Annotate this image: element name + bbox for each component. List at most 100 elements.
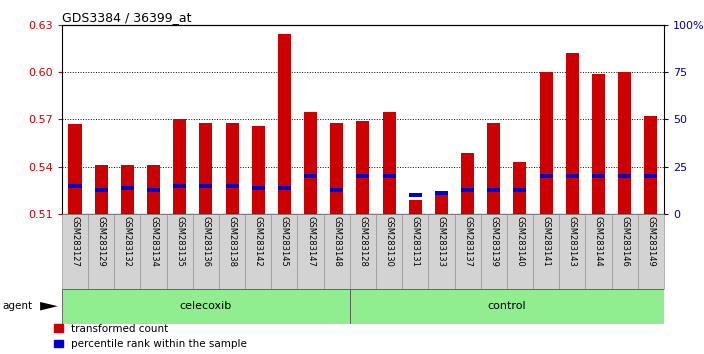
- Bar: [566, 174, 579, 178]
- Text: GSM283129: GSM283129: [96, 216, 106, 267]
- Bar: [68, 184, 82, 188]
- Bar: [428, 214, 455, 289]
- Bar: [324, 214, 350, 289]
- Text: GSM283142: GSM283142: [253, 216, 263, 267]
- Bar: [382, 112, 396, 214]
- Bar: [644, 116, 658, 214]
- Bar: [592, 74, 605, 214]
- Bar: [461, 188, 474, 192]
- Bar: [618, 174, 631, 178]
- Bar: [618, 72, 631, 214]
- Bar: [350, 214, 376, 289]
- Bar: [298, 214, 324, 289]
- Bar: [612, 214, 638, 289]
- Text: GSM283139: GSM283139: [489, 216, 498, 267]
- Bar: [245, 214, 271, 289]
- Text: GSM283143: GSM283143: [567, 216, 577, 267]
- Bar: [88, 214, 114, 289]
- Bar: [94, 165, 108, 214]
- Bar: [141, 214, 167, 289]
- Bar: [121, 186, 134, 190]
- Text: GSM283140: GSM283140: [515, 216, 524, 267]
- Text: GSM283133: GSM283133: [437, 216, 446, 267]
- Bar: [455, 214, 481, 289]
- Bar: [461, 153, 474, 214]
- Bar: [585, 214, 612, 289]
- Bar: [487, 188, 501, 192]
- Bar: [219, 214, 245, 289]
- Bar: [147, 165, 160, 214]
- Bar: [68, 124, 82, 214]
- Bar: [507, 214, 533, 289]
- Text: GSM283132: GSM283132: [123, 216, 132, 267]
- Text: GSM283141: GSM283141: [541, 216, 551, 267]
- Text: GSM283147: GSM283147: [306, 216, 315, 267]
- Bar: [402, 214, 428, 289]
- Text: GDS3384 / 36399_at: GDS3384 / 36399_at: [62, 11, 191, 24]
- Text: agent: agent: [2, 301, 32, 311]
- Bar: [481, 214, 507, 289]
- Bar: [513, 188, 527, 192]
- Bar: [193, 214, 219, 289]
- Bar: [173, 119, 187, 214]
- Text: GSM283134: GSM283134: [149, 216, 158, 267]
- Bar: [225, 122, 239, 214]
- Bar: [252, 126, 265, 214]
- Bar: [94, 188, 108, 192]
- Bar: [539, 72, 553, 214]
- Bar: [644, 174, 658, 178]
- Bar: [566, 53, 579, 214]
- Bar: [376, 214, 402, 289]
- Bar: [435, 195, 448, 214]
- Bar: [304, 112, 317, 214]
- Bar: [533, 214, 559, 289]
- Bar: [173, 184, 187, 188]
- Text: celecoxib: celecoxib: [180, 301, 232, 311]
- Bar: [252, 186, 265, 190]
- Bar: [278, 34, 291, 214]
- Text: GSM283131: GSM283131: [410, 216, 420, 267]
- Bar: [278, 186, 291, 190]
- Bar: [356, 174, 370, 178]
- Legend: transformed count, percentile rank within the sample: transformed count, percentile rank withi…: [54, 324, 247, 349]
- Bar: [199, 122, 213, 214]
- Bar: [167, 214, 193, 289]
- Text: GSM283127: GSM283127: [70, 216, 80, 267]
- Text: control: control: [488, 301, 526, 311]
- Bar: [330, 122, 344, 214]
- Bar: [487, 122, 501, 214]
- Bar: [382, 174, 396, 178]
- Bar: [592, 174, 605, 178]
- Text: GSM283135: GSM283135: [175, 216, 184, 267]
- Bar: [513, 162, 527, 214]
- Bar: [199, 184, 213, 188]
- Bar: [62, 214, 88, 289]
- Text: GSM283148: GSM283148: [332, 216, 341, 267]
- Text: GSM283128: GSM283128: [358, 216, 367, 267]
- Bar: [225, 184, 239, 188]
- Bar: [147, 188, 160, 192]
- Bar: [539, 174, 553, 178]
- Text: GSM283144: GSM283144: [594, 216, 603, 267]
- Bar: [62, 289, 350, 324]
- Bar: [559, 214, 585, 289]
- Text: GSM283137: GSM283137: [463, 216, 472, 267]
- Bar: [356, 121, 370, 214]
- Bar: [350, 289, 664, 324]
- Text: GSM283136: GSM283136: [201, 216, 210, 267]
- Text: GSM283138: GSM283138: [227, 216, 237, 267]
- Bar: [409, 200, 422, 214]
- Bar: [435, 192, 448, 195]
- Text: GSM283149: GSM283149: [646, 216, 655, 267]
- Text: GSM283145: GSM283145: [280, 216, 289, 267]
- Bar: [304, 174, 317, 178]
- Polygon shape: [40, 302, 58, 310]
- Bar: [330, 188, 344, 192]
- Text: GSM283146: GSM283146: [620, 216, 629, 267]
- Text: GSM283130: GSM283130: [384, 216, 394, 267]
- Bar: [271, 214, 298, 289]
- Bar: [409, 193, 422, 197]
- Bar: [638, 214, 664, 289]
- Bar: [121, 165, 134, 214]
- Bar: [114, 214, 141, 289]
